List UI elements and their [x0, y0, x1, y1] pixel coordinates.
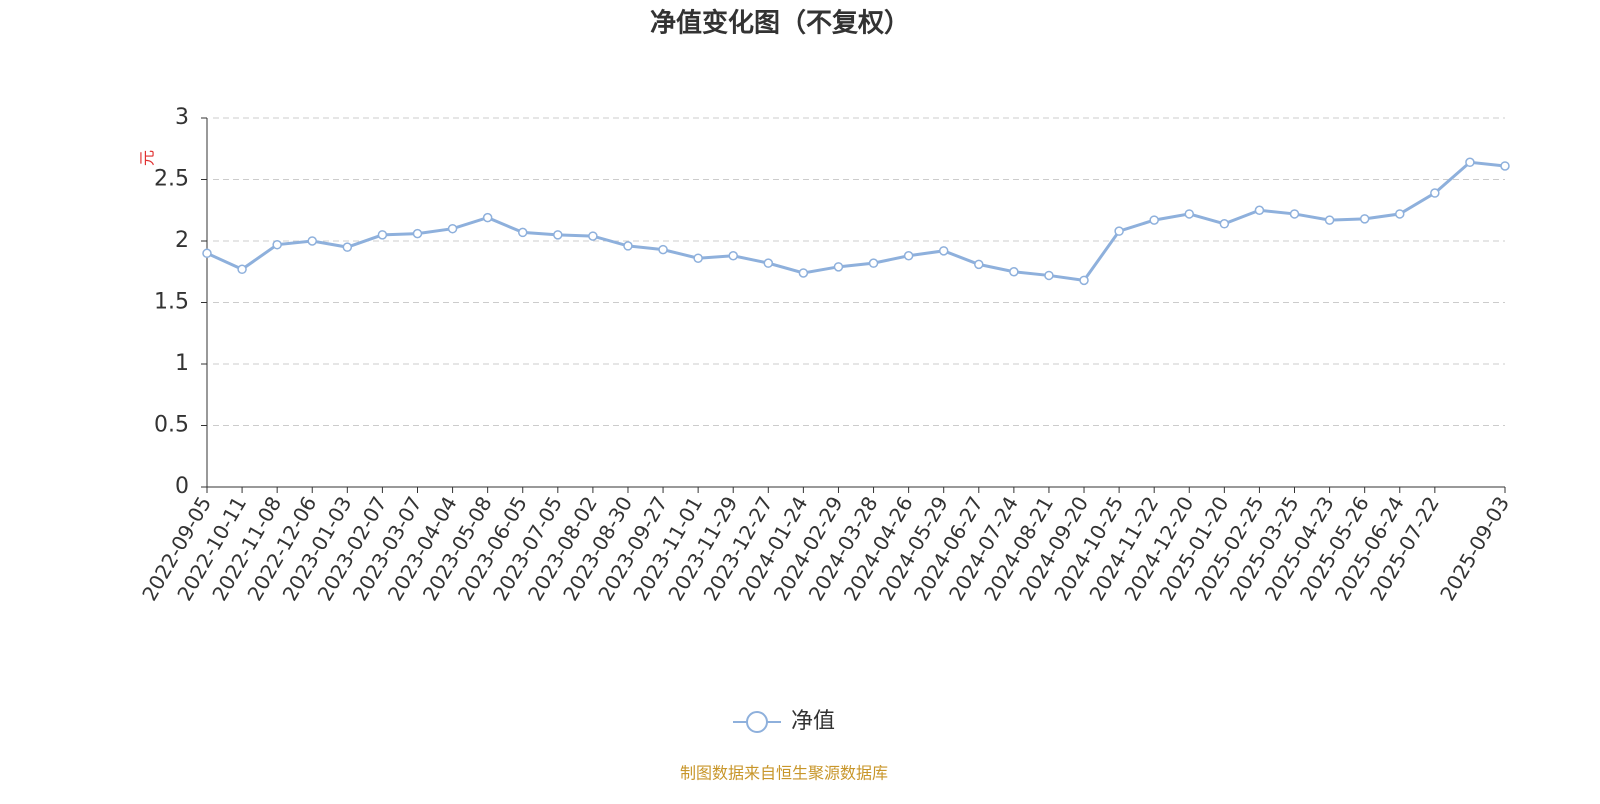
x-tick-label: 2025-09-03	[1435, 492, 1514, 605]
chart-title: 净值变化图（不复权）	[650, 8, 910, 39]
point	[1500, 161, 1510, 171]
source-note: 制图数据来自恒生聚源数据库	[680, 764, 888, 783]
y-tick-label: 1	[175, 351, 189, 376]
point	[447, 223, 458, 234]
y-tick-label: 0.5	[154, 413, 189, 438]
point	[588, 231, 598, 241]
point	[377, 230, 388, 240]
point	[553, 230, 563, 240]
point	[623, 241, 633, 251]
point	[1465, 157, 1475, 168]
point	[1149, 215, 1159, 225]
point	[307, 236, 317, 246]
point	[1430, 188, 1440, 198]
point	[763, 258, 774, 268]
point	[1114, 226, 1124, 236]
point	[1359, 214, 1370, 224]
y-tick-label: 2.5	[154, 167, 189, 192]
point	[1044, 270, 1054, 281]
series-line	[206, 160, 1506, 282]
point	[237, 264, 247, 275]
point	[833, 262, 844, 272]
point	[868, 258, 879, 268]
point	[938, 246, 949, 256]
point	[1289, 209, 1300, 219]
point	[658, 244, 668, 255]
y-unit: 元	[138, 150, 157, 166]
y-tick-label: 1.5	[154, 290, 189, 315]
legend[interactable]: 净值	[733, 709, 835, 734]
y-tick-label: 2	[175, 228, 189, 253]
point	[1079, 275, 1089, 286]
point	[798, 268, 809, 278]
point	[1395, 209, 1405, 219]
legend-label: 净值	[791, 709, 835, 734]
point	[1219, 219, 1230, 229]
point	[412, 228, 423, 239]
point	[342, 242, 353, 252]
y-tick-label: 3	[175, 105, 189, 130]
point	[517, 227, 528, 238]
point	[693, 253, 703, 263]
point	[1184, 209, 1195, 219]
point	[903, 251, 914, 261]
point	[1254, 205, 1265, 215]
point	[1009, 267, 1019, 277]
legend-marker	[746, 711, 768, 733]
point	[202, 248, 212, 259]
point	[728, 251, 738, 261]
point	[272, 239, 282, 250]
point	[1324, 215, 1335, 225]
point	[482, 212, 493, 223]
point	[974, 259, 984, 270]
y-tick-label: 0	[175, 474, 189, 499]
